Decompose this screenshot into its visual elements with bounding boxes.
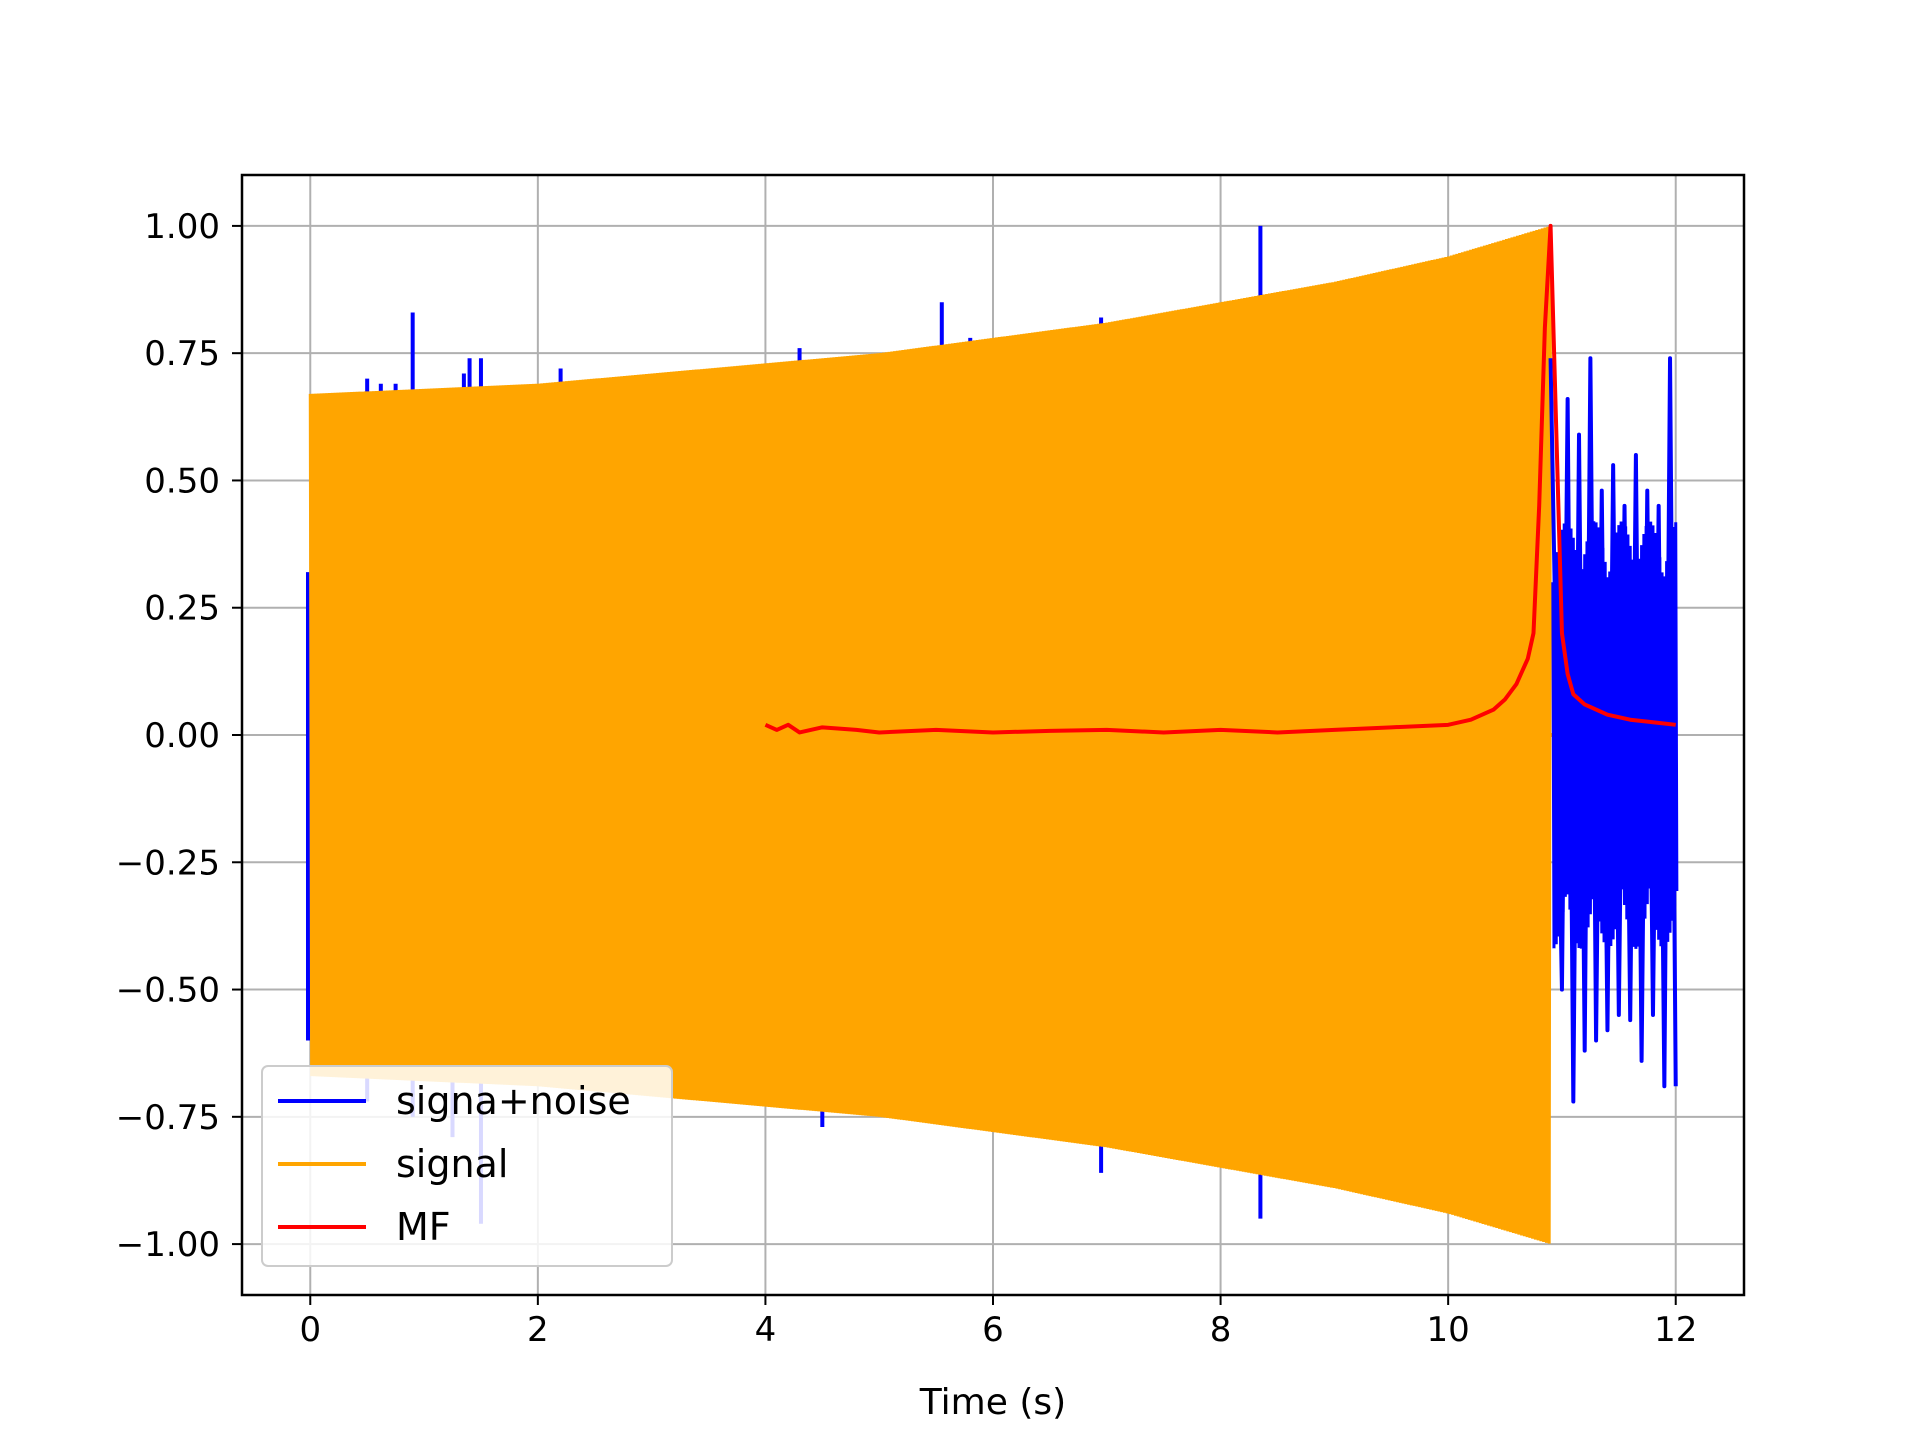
- y-tick-label: 0.25: [144, 589, 220, 629]
- x-tick-label: 4: [755, 1310, 777, 1350]
- y-tick-label: 0.50: [144, 461, 220, 501]
- series-signa-noise-band: [1551, 521, 1679, 949]
- y-tick-label: 1.00: [144, 207, 220, 247]
- y-axis: 1.00 0.75 0.50 0.25 0.00 −0.25 −0.50 −0.75 −1.00: [116, 207, 242, 1265]
- y-tick-label: −0.25: [116, 843, 220, 883]
- legend-entry: signal: [396, 1142, 508, 1186]
- x-tick-label: 8: [1210, 1310, 1232, 1350]
- legend-box: [261, 1065, 673, 1267]
- legend-entry: signa+noise: [396, 1079, 631, 1123]
- x-tick-label: 10: [1427, 1310, 1470, 1350]
- x-tick-label: 2: [527, 1310, 549, 1350]
- x-axis-label: Time (s): [919, 1382, 1066, 1423]
- legend: signa+noise signal MF: [261, 1065, 673, 1267]
- x-tick-label: 12: [1654, 1310, 1697, 1350]
- y-tick-label: −1.00: [116, 1225, 220, 1265]
- y-tick-label: −0.50: [116, 971, 220, 1011]
- y-tick-label: −0.75: [116, 1098, 220, 1138]
- series-signal: [308, 225, 1553, 1244]
- x-axis: 0 2 4 6 8 10 12: [299, 1295, 1697, 1350]
- y-tick-label: 0.00: [144, 716, 220, 756]
- series-mf: [764, 223, 1676, 735]
- legend-entry: MF: [396, 1205, 451, 1249]
- y-tick-label: 0.75: [144, 334, 220, 374]
- x-tick-label: 6: [982, 1310, 1004, 1350]
- x-tick-label: 0: [299, 1310, 321, 1350]
